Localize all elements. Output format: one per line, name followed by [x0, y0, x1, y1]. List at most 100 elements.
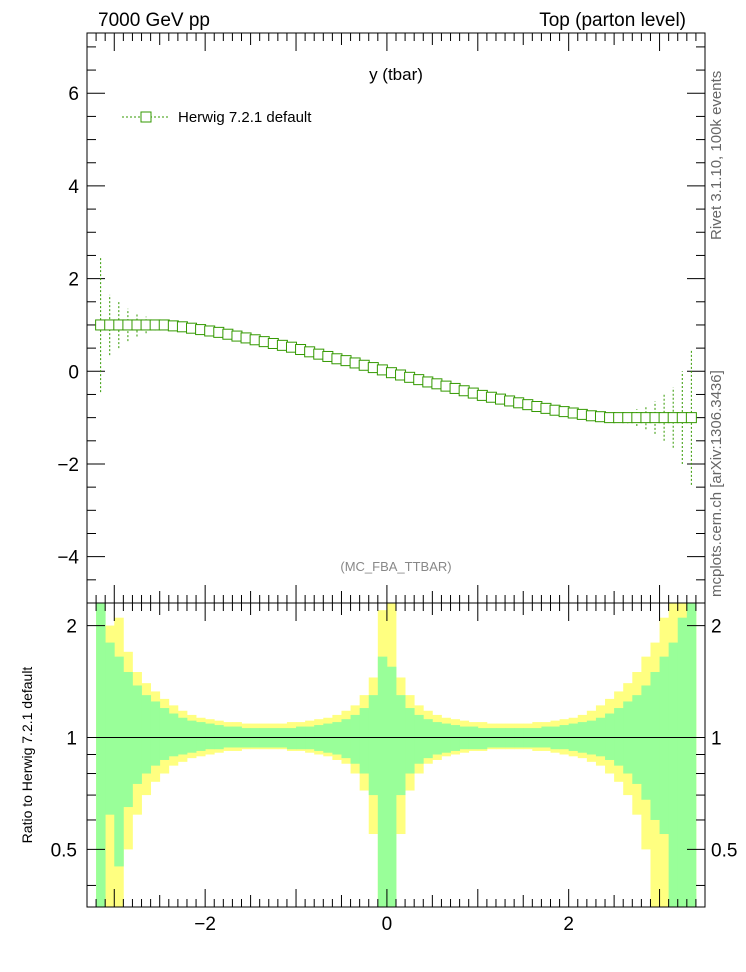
data-point — [195, 324, 207, 336]
data-point — [340, 355, 352, 367]
data-point — [167, 320, 179, 332]
data-point — [576, 408, 588, 420]
inner-band-bin — [141, 695, 152, 774]
inner-band-bin — [414, 714, 424, 764]
header-left-label: 7000 GeV pp — [98, 10, 210, 31]
data-point — [395, 369, 407, 381]
data-point — [676, 412, 688, 424]
ratio-y-tick-label-right: 2 — [711, 617, 722, 638]
inner-band-bin — [396, 695, 406, 796]
data-point — [631, 412, 643, 424]
data-point — [104, 319, 116, 331]
ratio-y-tick-label-right: 0.5 — [711, 840, 737, 861]
inner-band-bin — [323, 723, 333, 753]
data-point — [276, 339, 288, 351]
data-point — [267, 337, 279, 349]
inner-band-bin — [423, 719, 433, 759]
inner-band-bin — [686, 603, 697, 907]
inner-band-bin — [677, 617, 688, 907]
data-point — [594, 411, 606, 423]
data-point — [358, 359, 370, 371]
data-point — [249, 334, 261, 346]
data-point — [585, 410, 597, 422]
data-point — [295, 344, 307, 356]
data-point — [640, 412, 652, 424]
ratio-bands-group — [96, 603, 697, 907]
data-point — [213, 326, 225, 338]
main-y-tick-label: 0 — [68, 362, 79, 383]
plot-title: y (tbar) — [369, 65, 423, 84]
inner-band-bin — [105, 642, 115, 815]
data-point — [140, 319, 152, 331]
data-point — [622, 412, 634, 424]
inner-band-bin — [332, 722, 342, 755]
legend: Herwig 7.2.1 default — [122, 109, 312, 126]
inner-band-bin — [650, 672, 660, 820]
inner-band-bin — [186, 720, 197, 753]
data-point — [431, 378, 443, 390]
data-point — [649, 412, 661, 424]
data-point — [113, 319, 125, 331]
inner-band-bin — [196, 722, 206, 751]
inner-band-bin — [286, 728, 297, 750]
inner-band-bin — [350, 714, 361, 764]
inner-band-bin — [114, 656, 124, 867]
main-y-tick-label: −4 — [57, 548, 79, 569]
data-point — [540, 402, 552, 414]
x-tick-label: 2 — [563, 914, 574, 935]
data-point — [476, 389, 488, 401]
inner-band-bin — [96, 603, 106, 907]
data-point — [95, 319, 107, 331]
data-point — [222, 328, 234, 340]
data-point — [531, 401, 543, 413]
data-point — [331, 353, 343, 365]
header-right-label: Top (parton level) — [539, 10, 686, 31]
ratio-y-axis-label: Ratio to Herwig 7.2.1 default — [19, 667, 35, 844]
inner-band-bin — [441, 723, 451, 753]
data-point — [467, 387, 479, 399]
legend-label: Herwig 7.2.1 default — [178, 109, 312, 126]
data-point — [122, 319, 134, 331]
data-point — [422, 376, 434, 388]
main-y-tick-label: 6 — [68, 84, 79, 105]
x-tick-label: 0 — [382, 914, 393, 935]
data-point — [658, 412, 670, 424]
inner-band-bin — [123, 672, 133, 808]
data-point — [131, 319, 143, 331]
data-point — [149, 319, 161, 331]
ratio-panel: 0.5 0.5 1 1 2 2 −2 0 2 Ratio to Herwig 7.2.1 def… — [19, 602, 737, 935]
ratio-y-tick-label-right: 1 — [711, 728, 722, 749]
data-point — [458, 385, 470, 397]
main-series-group — [95, 257, 697, 485]
mcplots-reference-label: mcplots.cern.ch [arXiv:1306.3436] — [708, 370, 725, 597]
inner-band-bin — [386, 666, 397, 907]
data-point — [667, 412, 679, 424]
inner-band-bin — [614, 708, 624, 766]
data-point — [176, 321, 188, 333]
rivet-version-label: Rivet 3.1.10, 100k events — [708, 71, 725, 240]
main-y-tick-label: −2 — [57, 455, 79, 476]
data-point — [404, 371, 416, 383]
data-point — [513, 397, 525, 409]
data-point — [604, 412, 616, 424]
data-point — [258, 336, 270, 348]
data-point — [613, 412, 625, 424]
inner-band-bin — [359, 708, 370, 774]
data-point — [385, 367, 397, 379]
main-y-tick-label: 4 — [68, 177, 79, 198]
inner-band-bin — [641, 685, 651, 800]
data-point — [413, 374, 425, 386]
data-point — [495, 393, 507, 405]
inner-band-bin — [177, 717, 188, 755]
data-point — [204, 325, 216, 337]
inner-band-bin — [632, 695, 642, 784]
inner-band-bin — [477, 728, 488, 750]
data-point — [313, 348, 325, 360]
data-point — [367, 362, 379, 374]
data-point — [376, 364, 388, 376]
data-point — [304, 346, 316, 358]
data-point — [449, 382, 461, 394]
data-point — [322, 350, 334, 362]
main-y-tick-label: 2 — [68, 270, 79, 291]
